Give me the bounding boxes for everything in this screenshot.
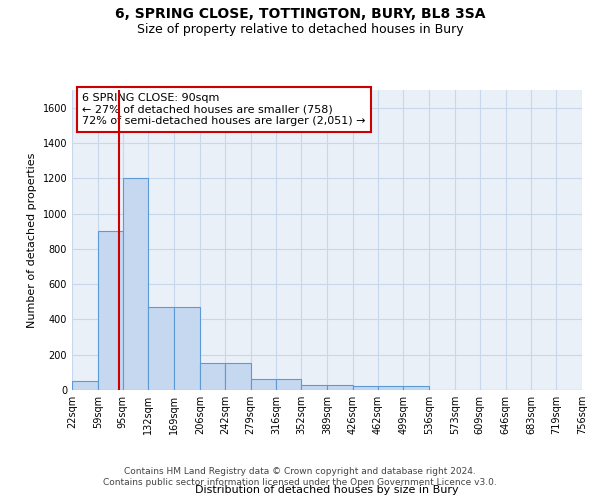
Bar — [98, 231, 123, 390]
Bar — [301, 384, 327, 390]
Text: Contains HM Land Registry data © Crown copyright and database right 2024.
Contai: Contains HM Land Registry data © Crown c… — [103, 468, 497, 487]
Bar — [378, 386, 403, 390]
Text: 6 SPRING CLOSE: 90sqm
← 27% of detached houses are smaller (758)
72% of semi-det: 6 SPRING CLOSE: 90sqm ← 27% of detached … — [82, 93, 366, 126]
Text: Size of property relative to detached houses in Bury: Size of property relative to detached ho… — [137, 22, 463, 36]
Bar — [251, 380, 276, 390]
Bar — [353, 386, 378, 390]
Bar — [123, 178, 148, 390]
Bar — [200, 362, 225, 390]
Bar — [225, 362, 251, 390]
Bar — [72, 381, 98, 390]
Text: 6, SPRING CLOSE, TOTTINGTON, BURY, BL8 3SA: 6, SPRING CLOSE, TOTTINGTON, BURY, BL8 3… — [115, 8, 485, 22]
Y-axis label: Number of detached properties: Number of detached properties — [27, 152, 37, 328]
Bar — [327, 384, 353, 390]
Bar — [148, 307, 174, 390]
Bar — [276, 380, 301, 390]
Bar — [174, 307, 200, 390]
Text: Distribution of detached houses by size in Bury: Distribution of detached houses by size … — [195, 485, 459, 495]
Bar — [403, 386, 429, 390]
